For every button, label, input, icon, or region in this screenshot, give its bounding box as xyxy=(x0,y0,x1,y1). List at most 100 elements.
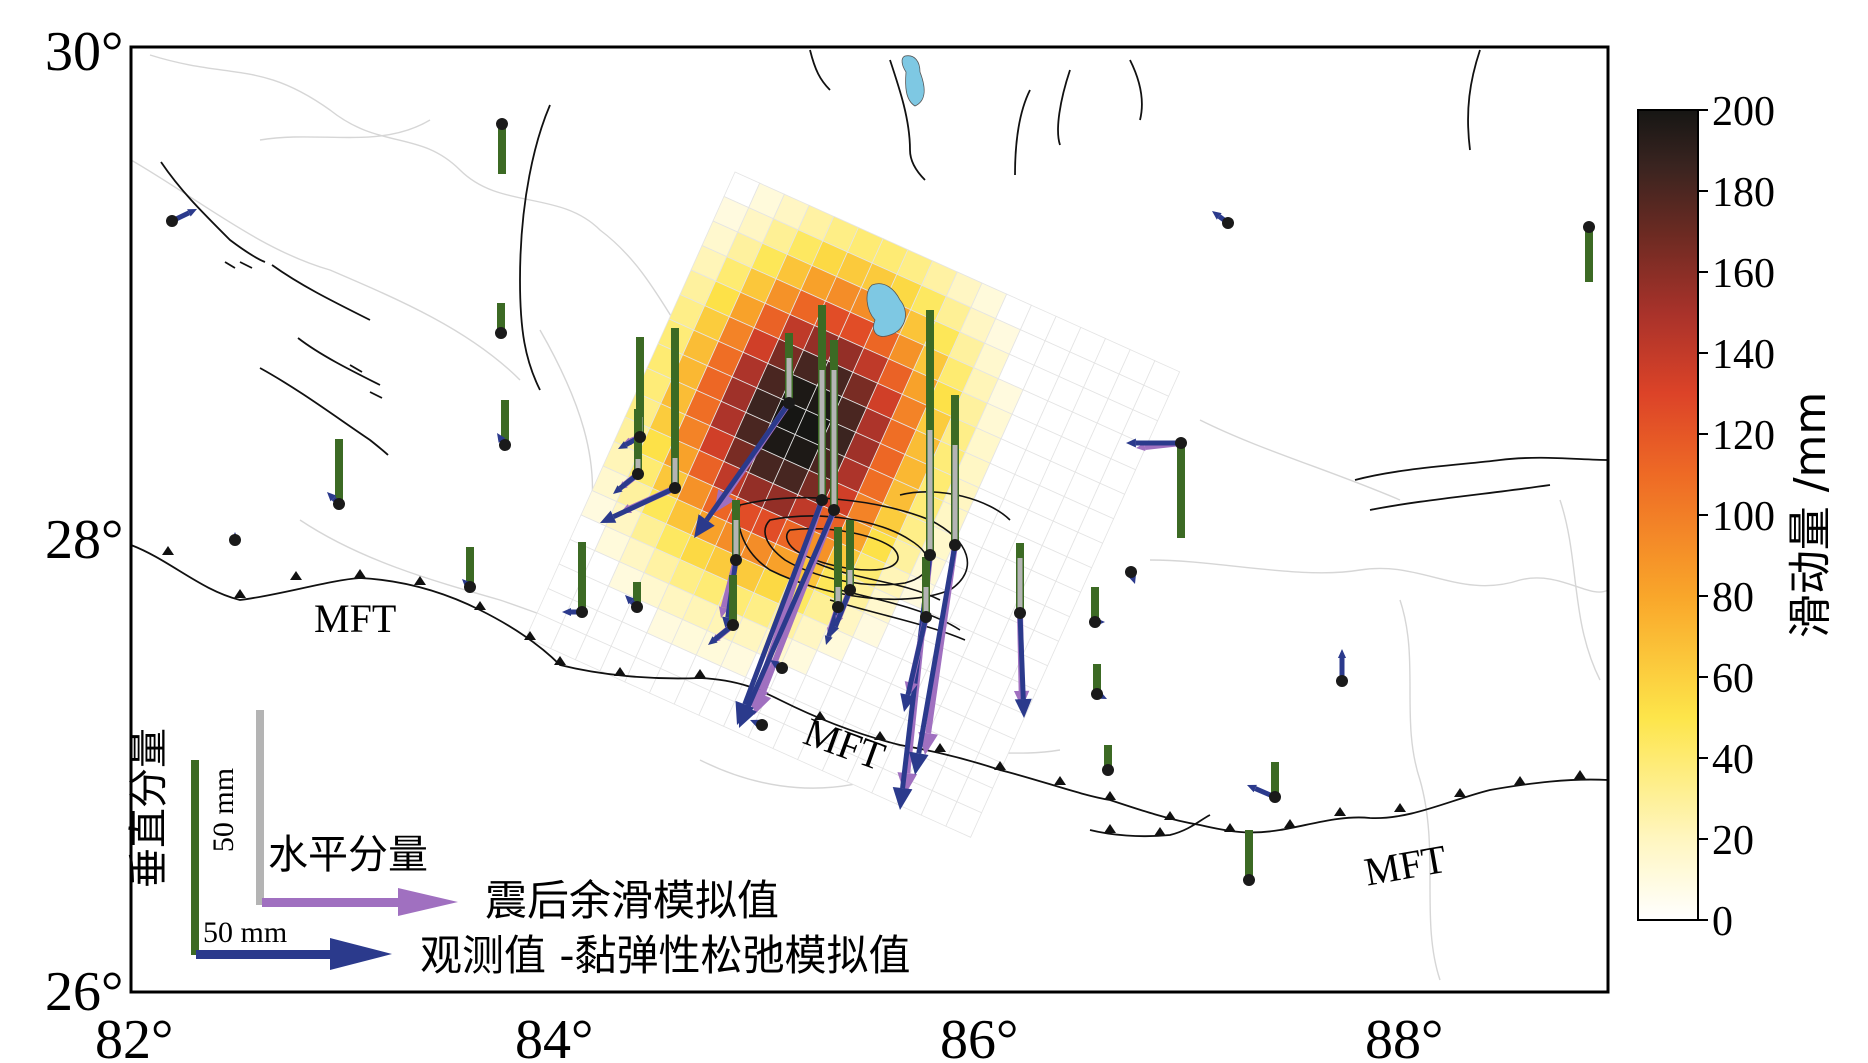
x-tick-label: 82° xyxy=(95,1009,173,1063)
legend-vertical-obs-bar xyxy=(191,760,199,955)
gps-stations xyxy=(166,118,1595,886)
gps-station xyxy=(1014,607,1026,619)
colorbar-tick-label: 80 xyxy=(1712,575,1754,621)
colorbar-gradient xyxy=(1637,109,1699,921)
gps-station xyxy=(924,549,936,561)
y-axis: 30° 28° 26° xyxy=(45,21,123,1023)
slip-cell xyxy=(945,801,983,838)
gps-station xyxy=(828,504,840,516)
legend-scale-vertical: 50 mm xyxy=(207,768,240,852)
boundary-lines xyxy=(131,54,1608,981)
gps-station xyxy=(464,581,476,593)
thrust-tooth xyxy=(994,761,1006,770)
thrust-tooth xyxy=(1104,824,1116,833)
vertical-obs-bar xyxy=(335,439,343,504)
fault-label-mft-west: MFT xyxy=(314,596,396,641)
colorbar-tick-label: 20 xyxy=(1712,818,1754,864)
gps-station xyxy=(816,494,828,506)
gps-station xyxy=(844,584,856,596)
obs-arrow-head xyxy=(327,492,337,502)
vertical-obs-bar xyxy=(1271,762,1279,797)
vertical-obs-bar xyxy=(1177,443,1185,538)
obs-arrow-head xyxy=(770,660,780,669)
gps-station xyxy=(631,601,643,613)
gps-station xyxy=(499,439,511,451)
obs-arrow-shaft xyxy=(905,616,929,696)
vertical-model-bar xyxy=(786,358,792,403)
obs-arrow-shaft xyxy=(612,485,677,519)
vertical-obs-bar xyxy=(1093,664,1101,694)
vertical-model-bar xyxy=(831,370,837,510)
vertical-model-bar xyxy=(819,370,825,500)
vertical-obs-bar xyxy=(846,520,854,590)
obs-arrow-shaft xyxy=(704,401,792,522)
colorbar-tick-label: 0 xyxy=(1712,899,1733,945)
colorbar-tick-label: 100 xyxy=(1712,494,1775,540)
vertical-obs-bar xyxy=(501,400,509,445)
obs-arrow-head xyxy=(618,441,628,449)
thrust-tooth xyxy=(554,656,566,665)
thrust-tooth xyxy=(414,576,426,585)
thrust-tooth xyxy=(1334,807,1346,816)
obs-arrow-head xyxy=(497,433,506,443)
gps-station xyxy=(1175,437,1187,449)
vertical-obs-bar xyxy=(671,328,679,488)
colorbar-tick-label: 40 xyxy=(1712,737,1754,783)
gps-station xyxy=(949,539,961,551)
gps-station xyxy=(756,719,768,731)
obs-arrow-shaft xyxy=(1017,612,1026,700)
thrust-tooth xyxy=(1224,823,1236,832)
gps-station xyxy=(730,554,742,566)
vertical-obs-bar xyxy=(1245,830,1253,880)
obs-arrow-head xyxy=(613,485,623,494)
lake xyxy=(901,55,925,107)
obs-arrow-head xyxy=(694,514,715,538)
gps-station xyxy=(1269,791,1281,803)
obs-arrow-shaft xyxy=(745,509,837,709)
obs-arrow-head xyxy=(1014,698,1032,718)
thrust-tooth xyxy=(1574,770,1586,779)
thrust-teeth xyxy=(162,546,1586,836)
thrust-tooth xyxy=(162,546,174,555)
vertical-obs-bar xyxy=(1091,587,1099,622)
obs-arrow-head xyxy=(1337,649,1347,658)
vertical-obs-bar xyxy=(636,337,644,437)
obs-arrow-head xyxy=(625,595,635,605)
vertical-model-bar xyxy=(672,458,678,488)
vertical-obs-bar xyxy=(633,582,641,607)
colorbar-tick-label: 120 xyxy=(1712,413,1775,459)
obs-arrow-head xyxy=(1126,438,1136,448)
gps-station xyxy=(1091,688,1103,700)
obs-arrow-head xyxy=(708,636,718,645)
vertical-model-bar xyxy=(835,587,841,607)
x-tick-label: 86° xyxy=(940,1009,1018,1063)
fault-lines xyxy=(131,49,1608,838)
colorbar-title: 滑动量 /mm xyxy=(1785,392,1836,639)
vertical-model-bar xyxy=(635,459,641,474)
gps-station xyxy=(632,468,644,480)
thrust-tooth xyxy=(1164,811,1176,820)
thrust-tooth xyxy=(874,731,886,740)
legend-model-arrow xyxy=(262,888,458,916)
colorbar-tick-label: 200 xyxy=(1712,89,1775,135)
gps-station xyxy=(1243,874,1255,886)
x-tick-label: 84° xyxy=(515,1009,593,1063)
thrust-tooth xyxy=(614,667,626,676)
thrust-tooth xyxy=(1054,776,1066,785)
obs-arrow-head xyxy=(892,786,913,810)
gps-station xyxy=(229,534,241,546)
vertical-model-bar xyxy=(952,445,958,545)
x-tick-label: 88° xyxy=(1365,1009,1443,1063)
lake xyxy=(866,283,906,337)
gps-station xyxy=(727,619,739,631)
vertical-model-bar xyxy=(733,520,739,560)
colorbar-tick-label: 160 xyxy=(1712,251,1775,297)
legend-obs-label: 观测值 -黏弹性松弛模拟值 xyxy=(420,931,911,980)
thrust-tooth xyxy=(234,589,246,598)
y-tick-label: 26° xyxy=(45,961,123,1023)
obs-arrow-head xyxy=(1247,784,1257,793)
colorbar-tick-label: 140 xyxy=(1712,332,1775,378)
